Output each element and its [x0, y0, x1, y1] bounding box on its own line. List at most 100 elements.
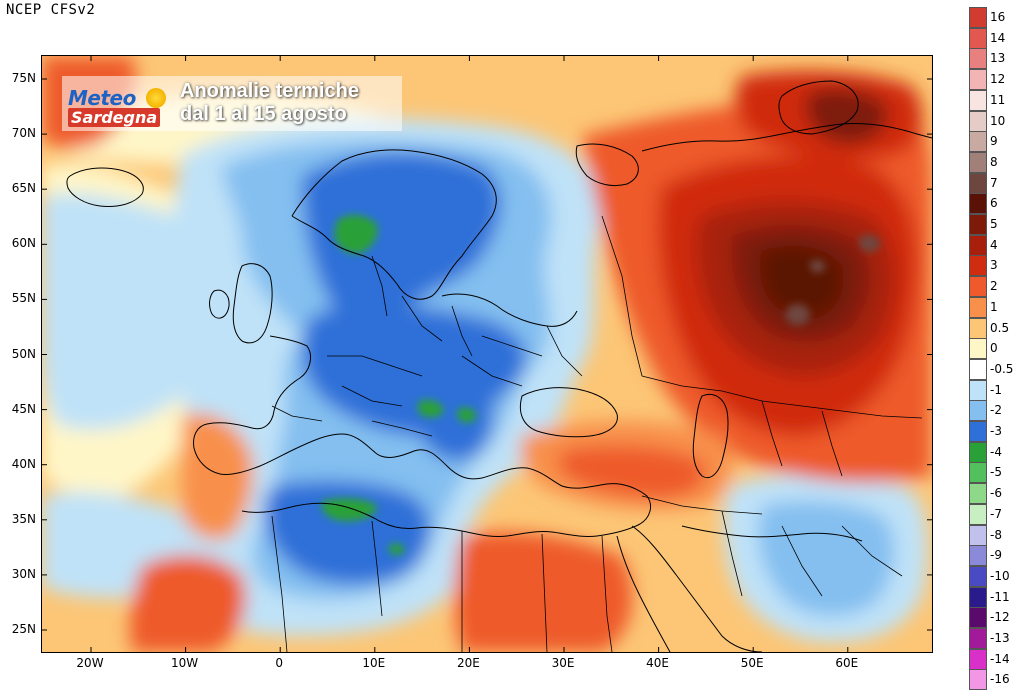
russia-peak-patch [785, 304, 810, 326]
legend-swatch [969, 441, 987, 463]
latitude-label: 40N [11, 456, 36, 471]
legend-swatch [969, 565, 987, 587]
legend-swatch [969, 151, 987, 173]
anatolia-warm-core [558, 445, 706, 498]
legend-label: 12 [990, 72, 1006, 87]
legend-swatch [969, 172, 987, 194]
arabia-cool-core [758, 500, 895, 616]
legend-label: 8 [990, 154, 998, 169]
legend-swatch [969, 110, 987, 132]
meteo-sardegna-logo: Meteo Sardegna [68, 86, 178, 130]
latitude-label: 55N [11, 291, 36, 306]
atlantic-cool-field [42, 193, 213, 430]
legend-label: -9 [990, 548, 1002, 563]
legend-label: 14 [990, 30, 1006, 45]
longitude-label: 20E [456, 656, 480, 670]
legend-swatch [969, 131, 987, 153]
legend-swatch [969, 276, 987, 298]
legend-item: -5 [969, 462, 1021, 484]
legend-swatch [969, 27, 987, 49]
legend-item: 9 [969, 131, 1021, 153]
legend-label: -5 [990, 465, 1002, 480]
white-sea-coastline [575, 143, 639, 187]
legend-item: 5 [969, 214, 1021, 235]
northwest-africa-warm-field [130, 555, 246, 652]
legend-item: 1 [969, 296, 1021, 318]
legend-label: -14 [990, 651, 1010, 666]
legend-item: 3 [969, 255, 1021, 277]
legend-swatch [969, 379, 987, 401]
legend-item: -12 [969, 607, 1021, 629]
latitude-label: 75N [11, 71, 36, 85]
legend-swatch [969, 338, 987, 360]
legend-label: -12 [990, 610, 1010, 625]
map-title-line-1: Anomalie termiche [180, 80, 359, 102]
legend-swatch [969, 586, 987, 608]
longitude-label: 40E [646, 656, 670, 670]
legend-item: 0.5 [969, 317, 1021, 339]
legend-swatch [969, 607, 987, 629]
legend-swatch [969, 296, 987, 318]
scandinavia-coastline [291, 149, 497, 300]
legend-item: -1 [969, 379, 1021, 401]
legend-swatch [969, 524, 987, 546]
legend-label: 2 [990, 279, 998, 294]
legend-item: 4 [969, 234, 1021, 256]
legend-swatch [969, 193, 987, 215]
middle-east-border-lines [641, 495, 903, 597]
legend-item: -11 [969, 586, 1021, 608]
legend-swatch [969, 317, 987, 339]
anomaly-map [41, 55, 933, 653]
sun-icon [146, 88, 166, 108]
latitude-label: 60N [11, 236, 36, 251]
anomaly-fields [42, 56, 932, 652]
latitude-label: 70N [11, 126, 36, 141]
legend-swatch [969, 358, 987, 380]
legend-swatch [969, 214, 987, 235]
legend-item: 7 [969, 172, 1021, 194]
legend-label: 11 [990, 92, 1006, 107]
color-legend: 16 14 13 12 11 10 9 8 7 6 5 4 3 2 1 0.5 0 -0.5 -1 -2 -3 -4 -5 -… [969, 7, 1021, 691]
bosnia-green-patch [456, 407, 477, 423]
legend-label: -3 [990, 424, 1002, 438]
coastlines [66, 80, 932, 652]
legend-label: 0.5 [990, 320, 1010, 335]
legend-item: -2 [969, 400, 1021, 422]
longitude-label: 60E [835, 656, 859, 670]
legend-swatch [969, 628, 987, 649]
map-title-line-2: dal 1 al 15 agosto [180, 103, 347, 125]
mediterranean-coastline [241, 433, 651, 537]
legend-label: -11 [990, 589, 1010, 604]
legend-label: -7 [990, 506, 1002, 521]
legend-item: 8 [969, 151, 1021, 173]
legend-item: -14 [969, 648, 1021, 670]
latitude-label: 45N [11, 401, 36, 416]
legend-label: -6 [990, 486, 1002, 501]
legend-item: -9 [969, 545, 1021, 567]
legend-item: 13 [969, 48, 1021, 70]
legend-swatch [969, 69, 987, 91]
legend-label: 16 [990, 10, 1006, 24]
longitude-label: 0 [275, 656, 283, 670]
legend-item: -3 [969, 421, 1021, 442]
latitude-label: 65N [11, 181, 36, 196]
legend-item: 11 [969, 89, 1021, 111]
black-sea-coastline [519, 387, 618, 438]
british-isles-coastline [209, 263, 273, 344]
arctic-coastline [641, 123, 932, 152]
model-label: NCEP CFSv2 [6, 2, 96, 18]
legend-item: -13 [969, 628, 1021, 649]
legend-item: -10 [969, 565, 1021, 587]
legend-item: 2 [969, 276, 1021, 298]
legend-label: 6 [990, 196, 998, 211]
map-title: Anomalie termiche dal 1 al 15 agosto [180, 80, 359, 126]
legend-item: 16 [969, 7, 1021, 28]
legend-label: 7 [990, 175, 998, 190]
balkans-green-patch [417, 400, 444, 418]
red-sea-coastline [616, 535, 671, 652]
legend-swatch [969, 421, 987, 442]
legend-label: -10 [990, 568, 1010, 583]
latitude-label: 35N [11, 511, 36, 526]
legend-item: -7 [969, 503, 1021, 525]
norway-green-patch [334, 214, 378, 254]
